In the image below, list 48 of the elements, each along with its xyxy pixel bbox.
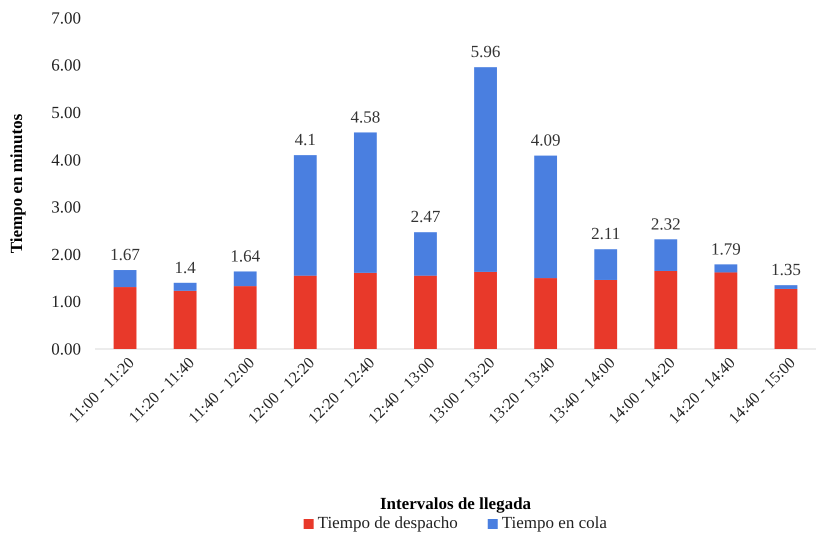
legend-label: Tiempo en cola [502, 513, 608, 532]
total-label: 1.79 [711, 239, 741, 258]
bar [714, 272, 738, 349]
total-label: 2.47 [410, 207, 441, 226]
bar [174, 282, 197, 291]
total-label: 1.4 [174, 258, 196, 277]
total-label: 1.67 [110, 245, 140, 264]
legend-label: Tiempo de despacho [318, 513, 458, 532]
total-label: 2.11 [591, 224, 620, 244]
bar [414, 276, 437, 349]
y-axis-title: Tiempo en minutos [7, 113, 26, 254]
bar [474, 67, 497, 272]
y-tick-label: 1.00 [51, 292, 81, 312]
y-tick-label: 2.00 [51, 244, 81, 264]
bar [594, 280, 618, 349]
total-label: 2.32 [650, 214, 681, 234]
bar [654, 239, 678, 271]
total-label: 4.1 [294, 130, 316, 150]
bar [114, 270, 136, 288]
y-tick-label: 5.00 [51, 103, 81, 122]
bar [714, 264, 738, 272]
total-label: 1.35 [771, 260, 801, 280]
total-label: 1.64 [230, 246, 261, 266]
bar [354, 132, 377, 273]
bar [594, 249, 618, 280]
bar [534, 156, 558, 278]
bar [774, 288, 798, 349]
total-label: 5.96 [470, 42, 500, 62]
bar [234, 286, 257, 349]
bar [474, 272, 497, 349]
bar [234, 271, 257, 286]
bar [654, 270, 678, 349]
bar [534, 278, 558, 349]
y-tick-label: 4.00 [51, 150, 81, 170]
bar [354, 272, 377, 349]
y-tick-label: 0.00 [51, 339, 81, 358]
y-tick-label: 6.00 [51, 56, 81, 75]
bar [294, 155, 317, 276]
total-label: 4.09 [530, 130, 560, 150]
bar [414, 232, 437, 276]
bar [294, 276, 317, 349]
bar [114, 287, 136, 349]
bar [774, 285, 798, 289]
y-tick-label: 3.00 [51, 198, 81, 217]
x-axis-title: Intervalos de llegada [380, 494, 532, 513]
y-tick-label: 7.00 [51, 8, 81, 28]
bar [174, 290, 197, 349]
total-label: 4.58 [350, 107, 380, 126]
